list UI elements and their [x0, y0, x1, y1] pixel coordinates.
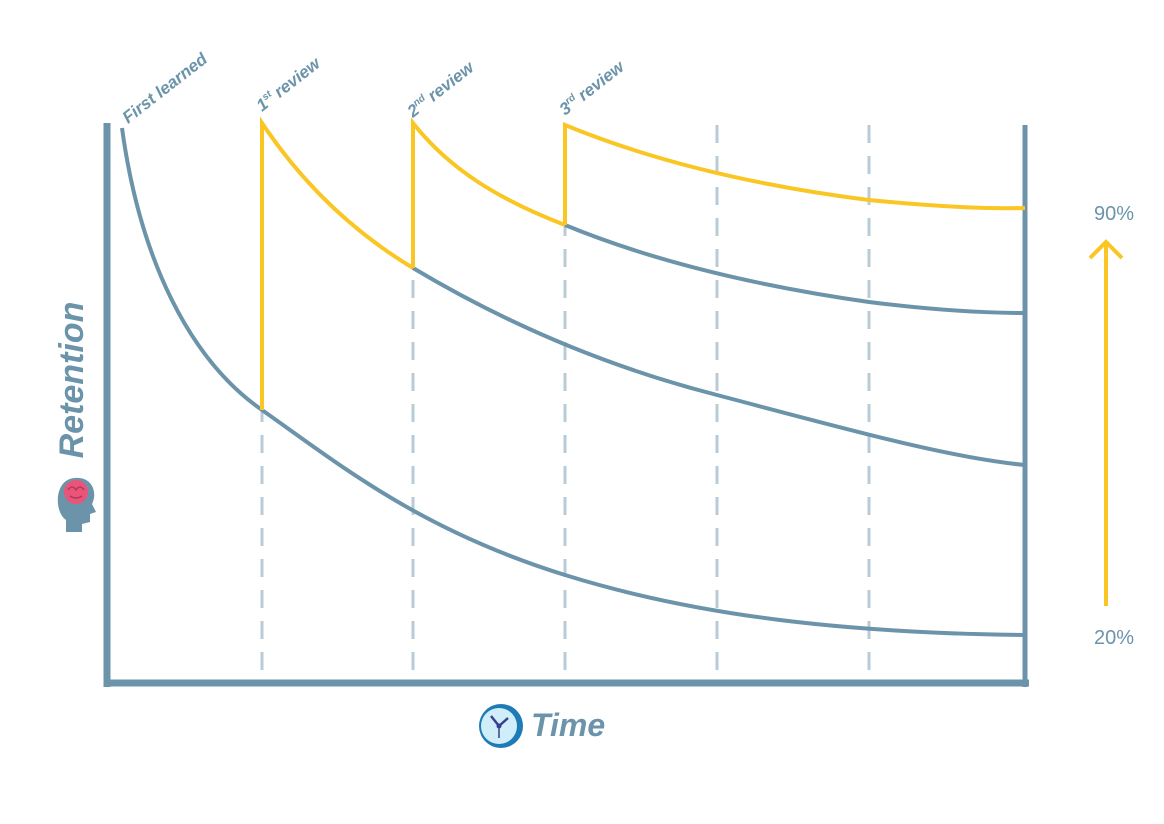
event-label: 1streview — [253, 53, 325, 115]
decay-curve — [564, 223, 1026, 315]
clock-icon — [479, 704, 523, 748]
scale-bottom-label: 20% — [1094, 627, 1134, 649]
x-axis-label: Time — [531, 707, 605, 743]
axes — [103, 123, 1029, 687]
increase-arrow — [1088, 239, 1124, 606]
event-label: 3rdreview — [556, 56, 629, 119]
review-curve — [563, 122, 1026, 225]
head-icon — [57, 477, 96, 532]
decay-curve — [411, 266, 1026, 467]
event-word: review — [270, 53, 325, 102]
y-axis-label: Retention — [53, 302, 91, 459]
decay-curve — [120, 127, 1026, 637]
review-curve — [411, 117, 566, 268]
event-label: First learned — [119, 49, 212, 127]
review-curve — [260, 116, 415, 410]
event-word: review — [574, 56, 629, 105]
event-label: 2ndreview — [403, 57, 479, 122]
scale-top-label: 90% — [1094, 203, 1134, 225]
event-word: review — [424, 57, 479, 106]
